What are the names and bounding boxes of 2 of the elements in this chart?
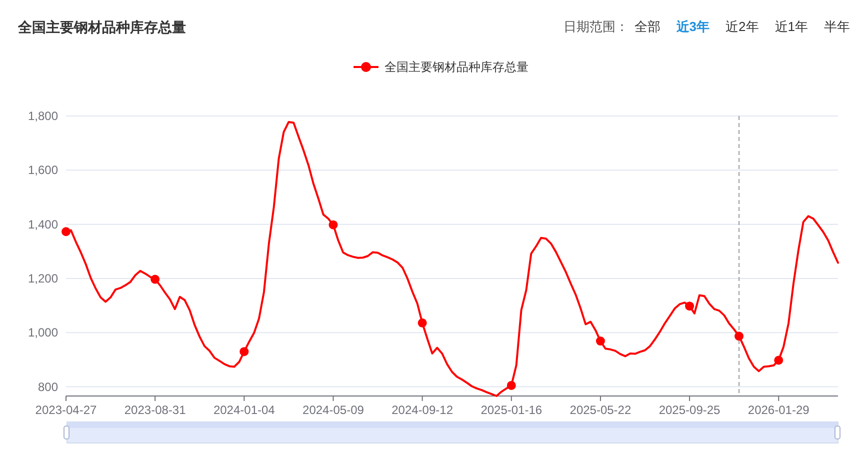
title: 全国主要钢材品种库存总量 <box>18 19 186 35</box>
legend-label: 全国主要钢材品种库存总量 <box>384 60 528 74</box>
